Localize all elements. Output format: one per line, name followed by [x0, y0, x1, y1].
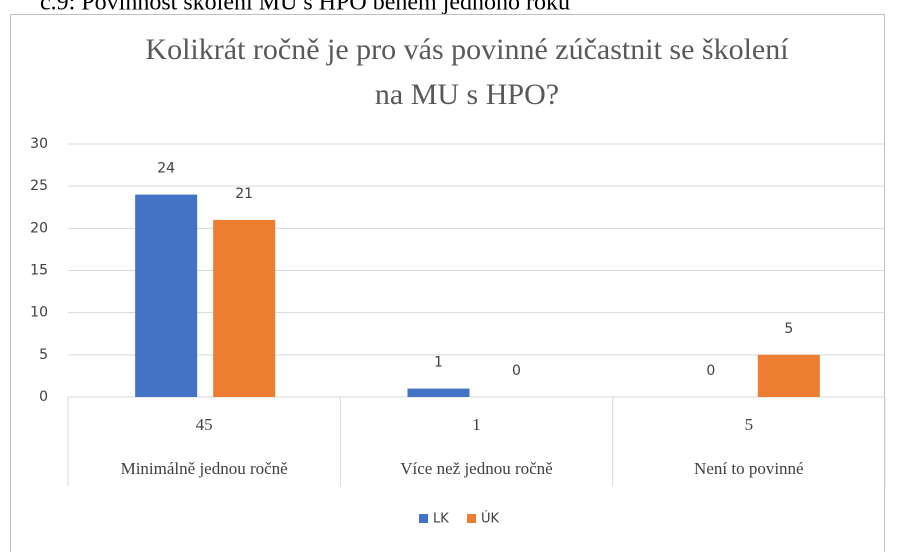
legend-label: LK: [433, 512, 449, 527]
legend-label: ÚK: [481, 511, 500, 527]
legend-swatch: [419, 514, 428, 523]
y-tick-label: 25: [30, 178, 48, 194]
y-tick-label: 10: [30, 305, 48, 321]
category-total: 5: [745, 415, 754, 434]
bar: [135, 194, 198, 397]
category-total: 1: [472, 415, 481, 434]
data-label: 1: [434, 355, 443, 371]
bar: [407, 388, 470, 397]
caption: č.9: Povinnost školení MU s HPO během je…: [40, 0, 570, 16]
data-label: 5: [784, 321, 793, 337]
data-label: 0: [706, 363, 715, 379]
bar: [757, 354, 820, 397]
y-tick-label: 0: [39, 389, 48, 405]
data-label: 24: [157, 161, 175, 177]
y-tick-label: 5: [39, 347, 48, 363]
x-tick-label: Více než jednou ročně: [400, 459, 552, 478]
data-label: 0: [512, 363, 521, 379]
y-tick-label: 15: [30, 263, 48, 279]
data-label: 21: [235, 186, 253, 202]
category-total: 45: [196, 415, 213, 434]
legend-swatch: [467, 514, 476, 523]
x-tick-label: Minimálně jednou ročně: [121, 459, 288, 478]
y-tick-label: 20: [30, 220, 48, 236]
chart-frame: [10, 14, 885, 552]
y-tick-label: 30: [30, 136, 48, 152]
chart-title: Kolikrát ročně je pro vás povinné zúčast…: [145, 33, 789, 111]
bar: [213, 219, 276, 397]
x-tick-label: Není to povinné: [694, 459, 804, 478]
